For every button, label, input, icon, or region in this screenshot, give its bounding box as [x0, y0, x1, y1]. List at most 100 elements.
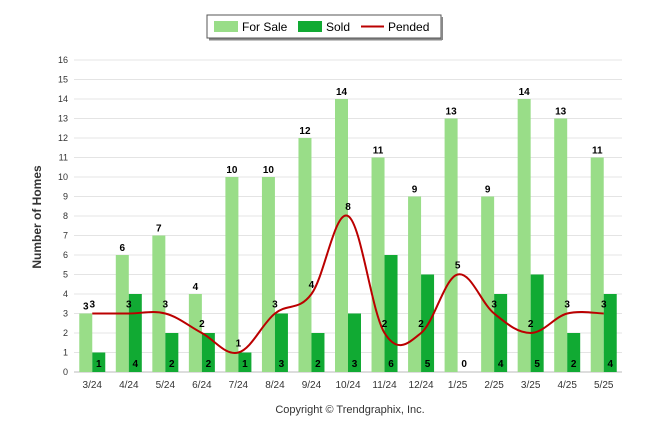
x-tick-label: 4/24	[119, 380, 139, 391]
sold-value-label: 2	[206, 359, 212, 370]
for-sale-value-label: 6	[120, 243, 126, 254]
for-sale-value-label: 9	[485, 185, 491, 196]
y-tick-label: 10	[58, 172, 68, 182]
sold-value-label: 3	[352, 359, 358, 370]
x-tick-label: 3/24	[83, 380, 103, 391]
sold-value-label: 1	[242, 359, 248, 370]
x-tick-label: 6/24	[192, 380, 212, 391]
pended-value-label: 2	[382, 319, 388, 330]
y-tick-label: 5	[63, 270, 68, 280]
sold-value-label: 6	[388, 359, 394, 370]
sold-bar	[274, 313, 288, 372]
x-tick-label: 4/25	[557, 380, 577, 391]
pended-line	[92, 214, 604, 354]
y-axis-label: Number of Homes	[30, 165, 44, 269]
sold-value-label: 3	[279, 359, 285, 370]
sold-bar	[92, 352, 106, 372]
pended-value-label: 1	[236, 339, 242, 350]
pended-value-label: 2	[418, 319, 424, 330]
for-sale-value-label: 14	[336, 87, 348, 98]
for-sale-bar	[408, 196, 422, 372]
sold-bar	[165, 333, 179, 372]
for-sale-value-label: 10	[226, 165, 238, 176]
y-tick-label: 6	[63, 250, 68, 260]
y-tick-label: 9	[63, 192, 68, 202]
for-sale-bar	[481, 196, 495, 372]
legend-for-sale-label: For Sale	[242, 20, 288, 34]
for-sale-value-label: 11	[592, 146, 603, 157]
for-sale-value-label: 4	[193, 282, 199, 293]
y-tick-label: 4	[63, 289, 68, 299]
y-tick-label: 8	[63, 211, 68, 221]
for-sale-value-label: 7	[156, 224, 162, 235]
sold-value-label: 5	[425, 359, 431, 370]
pended-value-label: 3	[126, 300, 132, 311]
x-tick-label: 9/24	[302, 380, 322, 391]
sold-value-label: 2	[315, 359, 321, 370]
for-sale-bar	[298, 138, 312, 372]
x-tick-label: 10/24	[335, 380, 360, 391]
for-sale-bar	[590, 157, 604, 372]
pended-value-label: 8	[345, 202, 351, 213]
sold-bar	[238, 352, 252, 372]
for-sale-value-label: 9	[412, 185, 418, 196]
legend-sold-label: Sold	[326, 20, 350, 34]
sold-bar	[603, 294, 617, 372]
y-tick-label: 1	[63, 348, 68, 358]
sold-bar	[348, 313, 361, 372]
x-tick-label: 3/25	[521, 380, 541, 391]
sold-bar	[567, 333, 581, 372]
pended-value-label: 3	[564, 300, 570, 311]
sold-bar	[201, 333, 215, 372]
for-sale-value-label: 3	[83, 302, 89, 313]
pended-value-label: 4	[309, 280, 315, 291]
x-tick-label: 5/24	[156, 380, 176, 391]
pended-value-label: 3	[491, 300, 497, 311]
data-labels: 3164724210110312214311695130941451321143…	[83, 87, 613, 370]
sold-value-label: 1	[96, 359, 102, 370]
sold-bar	[530, 274, 544, 372]
pended-line-group	[92, 214, 604, 354]
for-sale-value-label: 10	[263, 165, 275, 176]
for-sale-value-label: 13	[555, 107, 567, 118]
legend: For Sale Sold Pended	[206, 14, 443, 41]
pended-value-label: 3	[601, 300, 607, 311]
y-tick-label: 15	[58, 75, 68, 85]
sold-bar	[384, 255, 398, 372]
for-sale-bar	[444, 118, 458, 372]
pended-value-label: 3	[272, 300, 278, 311]
for-sale-bar	[517, 99, 531, 372]
x-tick-label: 8/24	[265, 380, 285, 391]
sold-value-label: 5	[534, 359, 540, 370]
y-tick-label: 14	[58, 94, 68, 104]
copyright-text: Copyright © Trendgraphix, Inc.	[275, 404, 424, 416]
for-sale-value-label: 11	[373, 146, 384, 157]
sold-value-label: 4	[133, 359, 139, 370]
for-sale-bar	[79, 313, 93, 372]
for-sale-bar	[371, 157, 385, 372]
sold-value-label: 2	[169, 359, 175, 370]
for-sale-value-label: 14	[519, 87, 531, 98]
legend-sold-swatch	[298, 21, 322, 32]
x-tick-label: 2/25	[484, 380, 504, 391]
y-tick-label: 0	[63, 367, 68, 377]
x-tick-label: 1/25	[448, 380, 468, 391]
x-tick-label: 12/24	[409, 380, 434, 391]
for-sale-bar	[261, 177, 275, 372]
legend-pended-label: Pended	[388, 20, 429, 34]
for-sale-value-label: 12	[299, 126, 311, 137]
sold-bar	[311, 333, 325, 372]
sold-value-label: 0	[461, 359, 467, 370]
for-sale-bar	[554, 118, 568, 372]
pended-value-label: 3	[163, 300, 169, 311]
pended-value-label: 5	[455, 261, 461, 272]
x-axis-ticks: 3/24 4/24 5/24 6/24 7/24 8/24 9/24 10/24 11/24 12…	[83, 380, 614, 391]
y-tick-label: 16	[58, 55, 68, 65]
pended-value-label: 3	[89, 300, 95, 311]
y-tick-label: 12	[58, 133, 68, 143]
pended-value-label: 2	[528, 319, 534, 330]
sold-bar	[494, 294, 508, 372]
sold-value-label: 2	[571, 359, 577, 370]
